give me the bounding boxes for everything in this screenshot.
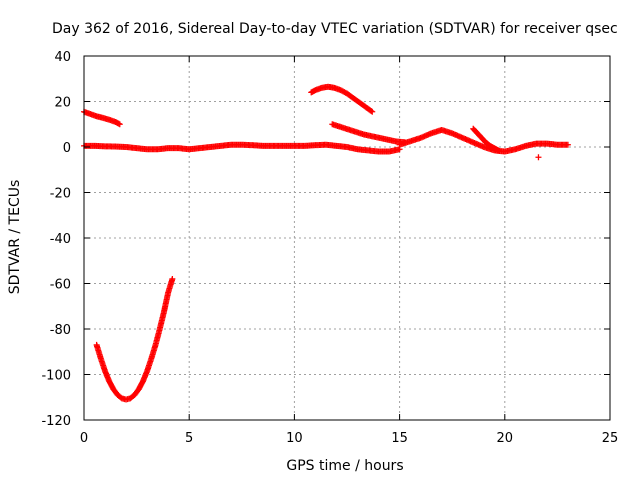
y-tick-label: 40 xyxy=(54,50,71,65)
y-tick-label: -120 xyxy=(41,414,71,429)
y-axis-label: SDTVAR / TECUs xyxy=(7,180,23,295)
x-tick-label: 15 xyxy=(391,431,408,446)
series-isolated-point xyxy=(535,154,542,161)
point-marker xyxy=(535,154,542,161)
series-hump-11-13.7h xyxy=(308,83,376,115)
y-tick-label: 20 xyxy=(54,96,71,111)
y-tick-label: -100 xyxy=(41,369,71,384)
x-tick-label: 5 xyxy=(185,431,193,446)
series-dip-0.6-4.2h xyxy=(93,275,176,403)
y-tick-label: -80 xyxy=(50,323,71,338)
x-tick-label: 0 xyxy=(80,431,88,446)
tick-labels: 0 5 10 15 20 25 -120 -100 -80 -60 -40 -20 0 20 40 xyxy=(41,50,618,446)
series-descent-11.8-15.5h xyxy=(329,121,409,146)
point-marker xyxy=(495,147,502,154)
axes-frame xyxy=(83,55,611,421)
data-points xyxy=(81,83,571,403)
series-baseline-15-23h xyxy=(396,126,571,155)
y-tick-label: -40 xyxy=(50,232,71,247)
point-marker xyxy=(368,107,375,114)
point-marker xyxy=(116,121,123,128)
y-tick-label: -20 xyxy=(50,187,71,202)
x-axis-label: GPS time / hours xyxy=(286,458,403,474)
x-tick-label: 10 xyxy=(286,431,303,446)
y-tick-label: 0 xyxy=(63,141,71,156)
grid-lines xyxy=(84,56,610,420)
point-marker xyxy=(369,108,376,115)
x-tick-label: 20 xyxy=(497,431,514,446)
y-tick-label: -60 xyxy=(50,278,71,293)
chart-title: Day 362 of 2016, Sidereal Day-to-day VTE… xyxy=(52,21,618,37)
series-descent-18.5-19.8h xyxy=(470,125,502,154)
point-marker xyxy=(169,275,176,282)
point-marker xyxy=(402,139,409,146)
series-baseline-0-15h xyxy=(81,141,403,155)
point-marker xyxy=(564,141,571,148)
x-tick-label: 25 xyxy=(602,431,619,446)
